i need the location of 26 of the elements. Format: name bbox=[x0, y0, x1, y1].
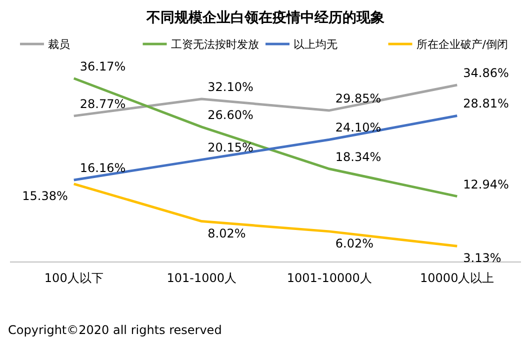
data-label: 32.10% bbox=[208, 80, 254, 94]
data-label: 6.02% bbox=[335, 236, 374, 250]
data-label: 26.60% bbox=[208, 108, 254, 122]
legend-label: 所在企业破产/倒闭 bbox=[416, 38, 508, 51]
data-label: 20.15% bbox=[208, 140, 254, 155]
data-label: 28.77% bbox=[80, 96, 126, 111]
data-label: 8.02% bbox=[208, 226, 246, 240]
data-label: 24.10% bbox=[335, 120, 382, 135]
legend-label: 以上均无 bbox=[294, 38, 338, 51]
data-label: 29.85% bbox=[335, 91, 382, 106]
legend-label: 裁员 bbox=[48, 38, 70, 51]
x-tick-label: 100人以下 bbox=[44, 271, 104, 285]
legend-label: 工资无法按时发放 bbox=[170, 38, 259, 51]
data-label: 12.94% bbox=[463, 177, 509, 192]
data-label: 15.38% bbox=[22, 188, 68, 203]
x-tick-label: 10000人以上 bbox=[420, 271, 494, 285]
chart-title: 不同规模企业白领在疫情中经历的现象 bbox=[146, 9, 384, 26]
data-label: 3.13% bbox=[463, 251, 502, 266]
data-label: 16.16% bbox=[80, 160, 126, 175]
data-label: 34.86% bbox=[463, 66, 509, 80]
text: Copyright©2020 all rights reserved bbox=[8, 323, 222, 337]
data-label: 28.81% bbox=[463, 96, 509, 111]
x-tick-label: 1001-10000人 bbox=[286, 271, 372, 285]
data-label: 18.34% bbox=[335, 150, 382, 164]
data-label: 36.17% bbox=[80, 59, 126, 74]
x-tick-label: 101-1000人 bbox=[166, 271, 237, 285]
